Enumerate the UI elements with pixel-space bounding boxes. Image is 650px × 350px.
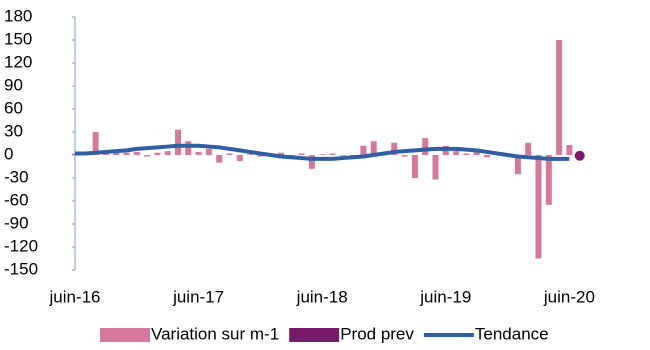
bar: [391, 142, 398, 155]
bar: [453, 151, 460, 155]
x-tick-label: juin-17: [172, 287, 224, 306]
bar: [566, 145, 573, 155]
y-tick-label: 60: [4, 98, 23, 117]
bar: [484, 155, 490, 158]
bar: [545, 155, 552, 205]
bar: [236, 155, 243, 162]
bar: [535, 155, 542, 259]
x-tick-label: juin-16: [48, 287, 100, 306]
legend-swatch: [289, 328, 340, 342]
bar: [133, 151, 140, 155]
x-tick-label: juin-19: [419, 287, 471, 306]
bar: [514, 155, 521, 175]
bar: [298, 153, 305, 155]
bar: [401, 155, 408, 157]
bar: [432, 155, 439, 180]
bar: [308, 155, 315, 169]
bar: [154, 152, 161, 155]
y-tick-label: -60: [4, 190, 29, 209]
bar: [525, 142, 532, 155]
bar: [92, 132, 99, 155]
bar: [319, 154, 326, 155]
bar: [164, 151, 171, 155]
y-tick-label: 180: [4, 6, 32, 25]
legend-label: Tendance: [475, 324, 549, 343]
bar: [175, 129, 181, 155]
x-tick-label: juin-18: [296, 287, 348, 306]
bar: [185, 141, 192, 155]
bar: [463, 153, 470, 155]
trend-line: [75, 143, 570, 161]
bar: [144, 155, 151, 157]
bar: [226, 153, 233, 155]
y-tick-label: -120: [4, 236, 38, 255]
y-tick-label: 90: [4, 75, 23, 94]
x-tick-label: juin-20: [543, 287, 595, 306]
y-tick-label: 150: [4, 29, 32, 48]
bar: [360, 145, 367, 155]
bar: [205, 148, 212, 155]
legend-label: Prod prev: [340, 324, 414, 343]
bar: [195, 151, 202, 155]
bar: [329, 153, 336, 155]
bar: [339, 155, 346, 156]
bar: [123, 152, 130, 155]
bar: [278, 152, 284, 155]
y-tick-label: -90: [4, 213, 29, 232]
legend-label: Variation sur m-1: [151, 324, 279, 343]
bar: [422, 138, 429, 155]
y-tick-label: 120: [4, 52, 32, 71]
y-tick-label: -30: [4, 167, 29, 186]
bar: [411, 155, 418, 178]
bar: [247, 154, 254, 155]
bar: [556, 40, 563, 155]
y-tick-label: -150: [4, 259, 38, 278]
bar: [473, 151, 480, 155]
y-tick-label: 0: [4, 144, 13, 163]
y-tick-label: 30: [4, 121, 23, 140]
point: [574, 150, 585, 161]
bar: [257, 155, 264, 157]
bar: [370, 141, 377, 155]
bar: [216, 155, 223, 163]
legend-swatch: [100, 328, 150, 342]
